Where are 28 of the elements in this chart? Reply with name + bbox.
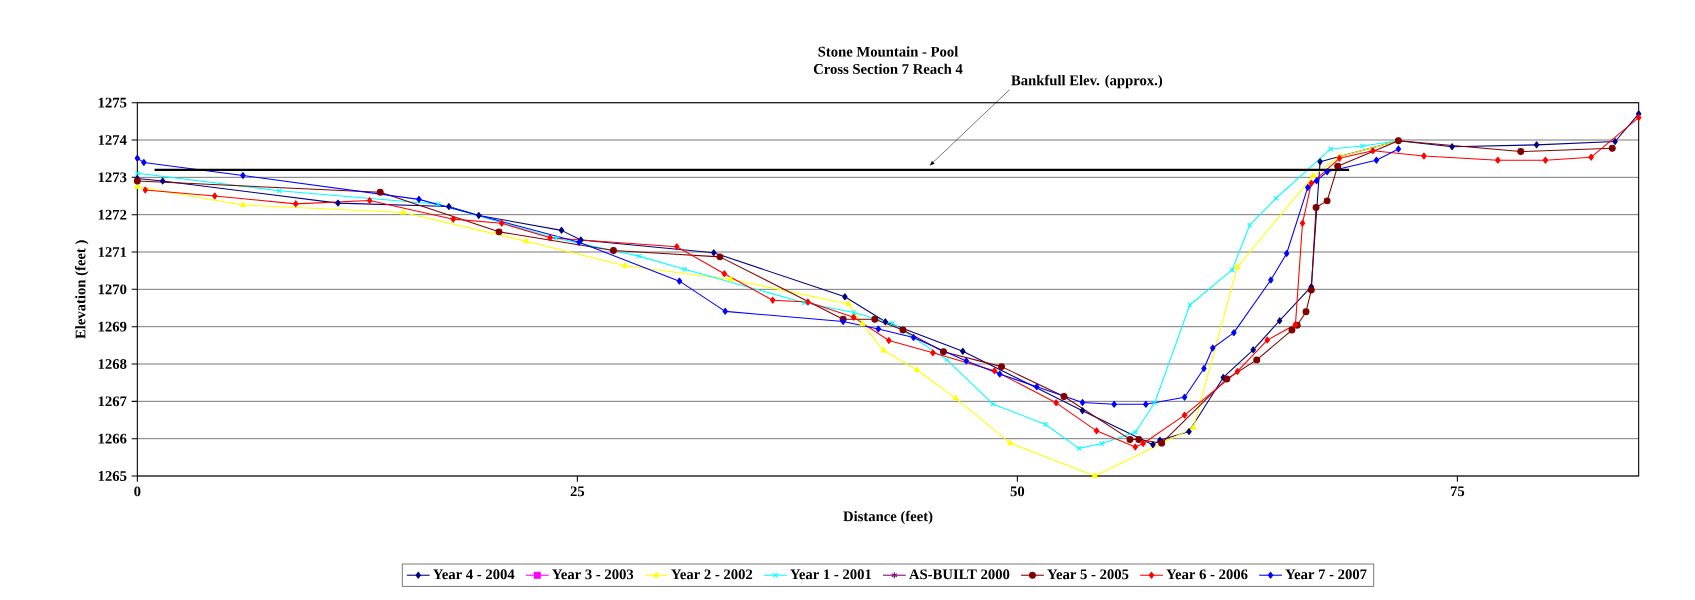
y-tick-label: 1273 <box>98 172 127 183</box>
x-tick-label: 50 <box>1010 486 1025 497</box>
y-axis-title: Elevation (feet ) <box>74 240 89 339</box>
y-tick-label: 1268 <box>98 359 127 369</box>
legend-label: Year 1 - 2001 <box>790 569 872 580</box>
y-tick-label: 1265 <box>98 471 127 481</box>
x-tick-label: 0 <box>134 486 141 497</box>
y-tick-label: 1271 <box>98 247 127 257</box>
legend-label: Year 3 - 2003 <box>552 569 634 580</box>
x-tick-label: 75 <box>1450 486 1465 497</box>
chart-subtitle: Cross Section 7 Reach 4 <box>813 63 963 74</box>
y-tick-label: 1267 <box>98 396 127 407</box>
y-tick-label: 1266 <box>98 433 127 444</box>
legend-label: Year 2 - 2002 <box>671 569 753 580</box>
legend-label: Year 7 - 2007 <box>1285 569 1367 580</box>
legend-label: Year 5 - 2005 <box>1047 569 1129 580</box>
annotation: Bankfull Elev. (approx.) <box>1011 74 1163 89</box>
y-tick-label: 1275 <box>98 97 127 108</box>
legend-label: Year 6 - 2006 <box>1166 569 1248 580</box>
y-tick-label: 1274 <box>98 135 127 145</box>
chart-title: Stone Mountain - Pool <box>818 46 959 57</box>
legend-label: AS-BUILT 2000 <box>909 569 1010 580</box>
y-tick-label: 1272 <box>98 209 127 220</box>
y-tick-label: 1269 <box>98 321 127 332</box>
legend-label: Year 4 - 2004 <box>433 569 515 580</box>
y-tick-label: 1270 <box>98 284 127 295</box>
x-tick-label: 25 <box>570 486 585 497</box>
x-axis-title: Distance (feet) <box>843 510 933 525</box>
